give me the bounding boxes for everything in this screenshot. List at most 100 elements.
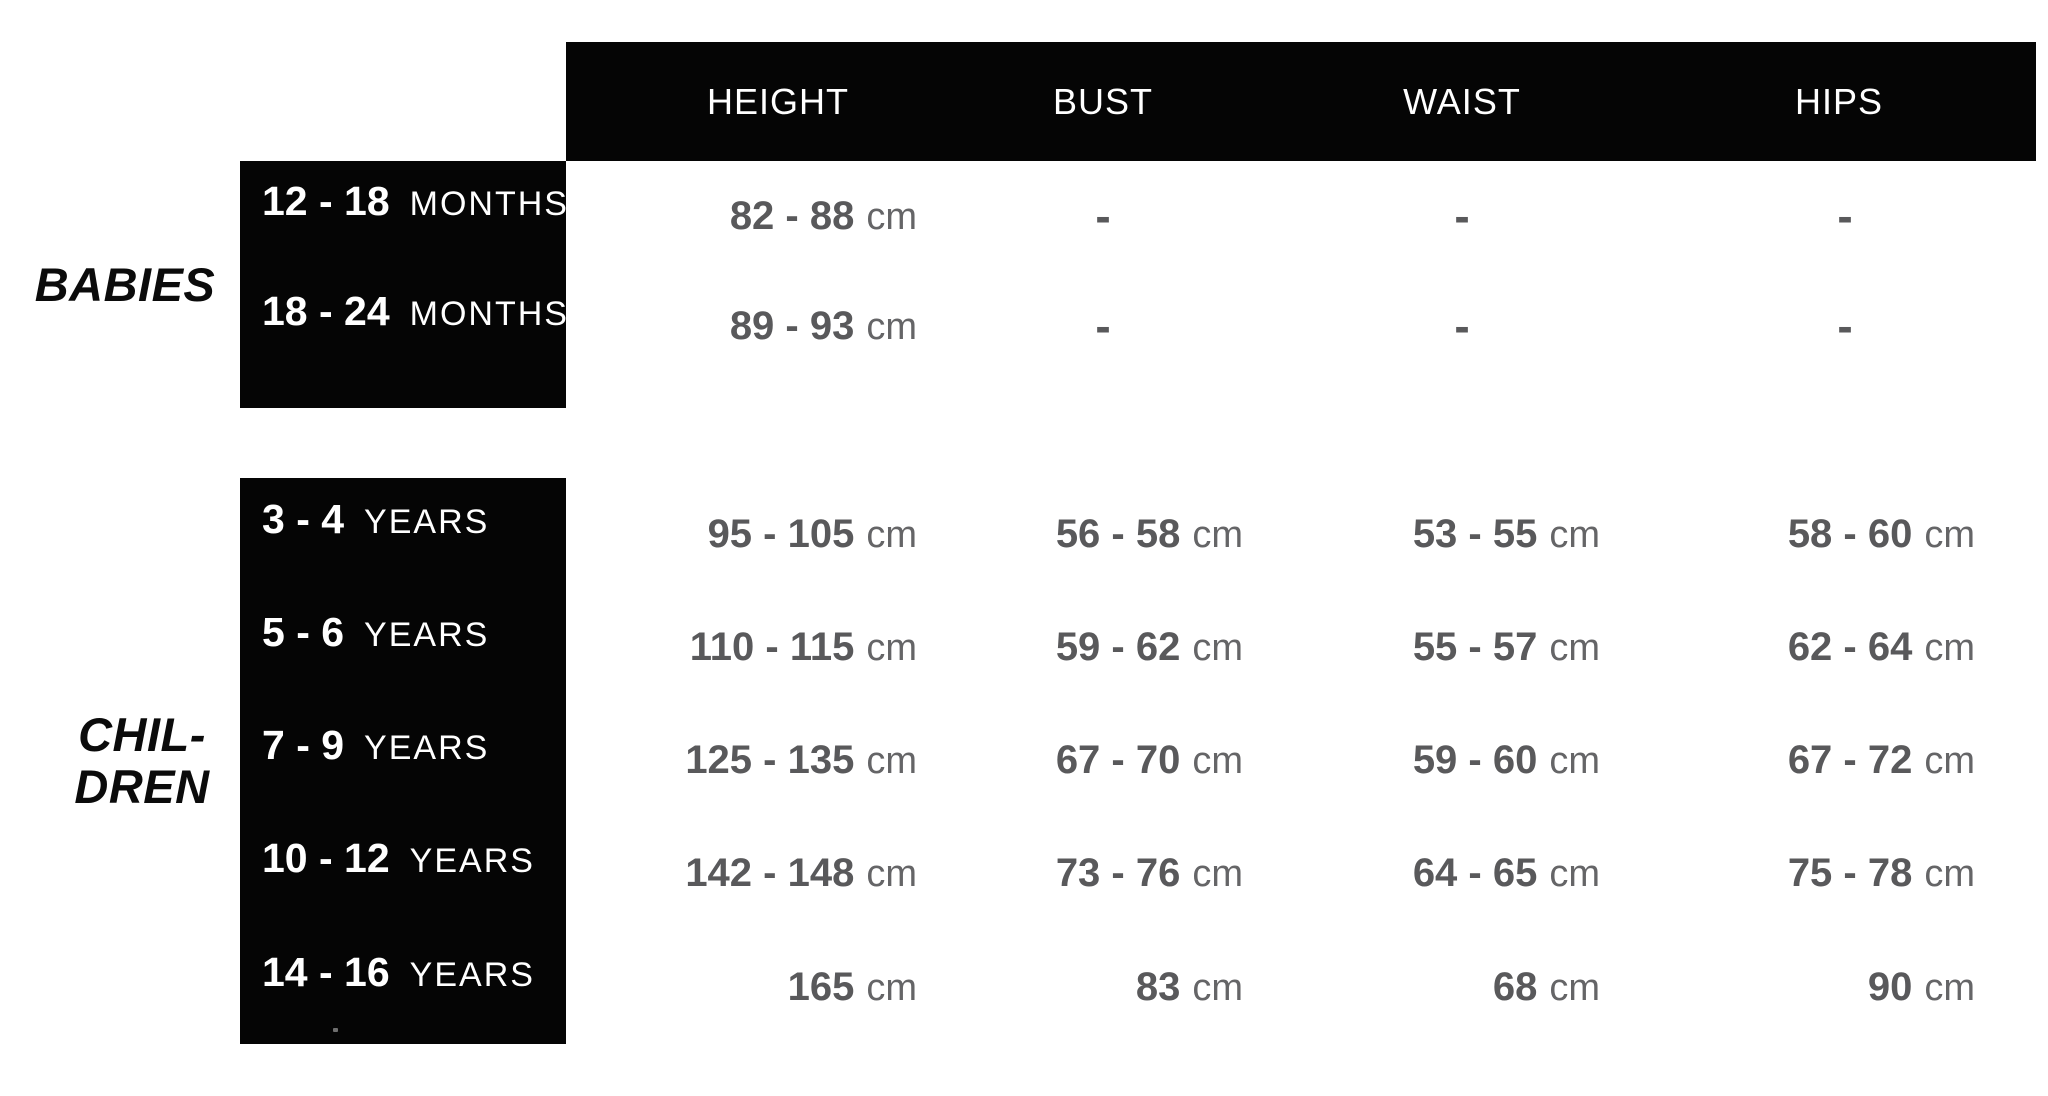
waist-unit: cm xyxy=(1549,514,1600,556)
hips-empty-dash: - xyxy=(1837,300,1853,352)
bust-cell: 59 - 62 cm xyxy=(990,591,1312,704)
waist-value: 59 - 60 xyxy=(1412,738,1538,782)
column-header-bust: BUST xyxy=(990,42,1312,161)
waist-empty-dash: - xyxy=(1454,190,1470,242)
hips-value: 75 - 78 xyxy=(1787,851,1913,895)
age-range-value: 10 - 12 xyxy=(262,835,390,881)
waist-value: 68 xyxy=(1492,964,1538,1009)
age-range-cell: 7 - 9 YEARS xyxy=(240,704,566,817)
height-cell: 110 - 115 cm xyxy=(566,591,990,704)
bust-unit: cm xyxy=(1192,740,1243,782)
column-header-height: HEIGHT xyxy=(566,42,990,161)
bust-empty-dash: - xyxy=(1095,190,1111,242)
height-value: 110 - 115 xyxy=(689,625,855,669)
waist-cell: - xyxy=(1312,161,1664,271)
age-range-label: 5 - 6 YEARS xyxy=(262,609,489,656)
age-range-value: 14 - 16 xyxy=(262,948,390,995)
age-range-value: 12 - 18 xyxy=(262,177,390,224)
height-unit: cm xyxy=(866,853,917,895)
waist-empty-dash: - xyxy=(1454,300,1470,352)
height-value: 82 - 88 xyxy=(729,193,855,238)
bust-value: 67 - 70 xyxy=(1055,738,1181,782)
height-unit: cm xyxy=(866,514,917,556)
bust-unit: cm xyxy=(1192,853,1243,895)
height-value: 165 xyxy=(787,964,855,1009)
waist-cell: 59 - 60 cm xyxy=(1312,704,1664,817)
height-value-group: 82 - 88 cm xyxy=(730,194,917,239)
hips-cell: 62 - 64 cm xyxy=(1664,591,2048,704)
bust-cell: 73 - 76 cm xyxy=(990,817,1312,930)
bust-value: 59 - 62 xyxy=(1055,625,1181,669)
babies-box-filler xyxy=(240,381,566,408)
dust-speck xyxy=(333,1028,338,1032)
bust-unit: cm xyxy=(1192,627,1243,669)
waist-cell: 55 - 57 cm xyxy=(1312,591,1664,704)
height-cell: 142 - 148 cm xyxy=(566,817,990,930)
bust-cell: - xyxy=(990,161,1312,271)
age-range-label: 7 - 9 YEARS xyxy=(262,722,489,769)
bust-cell: 67 - 70 cm xyxy=(990,704,1312,817)
column-header-hips: HIPS xyxy=(1664,42,2036,161)
bust-value: 83 xyxy=(1135,964,1181,1009)
category-label-children: CHIL- DREN xyxy=(22,478,262,1044)
hips-cell: 90 cm xyxy=(1664,930,2048,1044)
height-cell: 165 cm xyxy=(566,930,990,1044)
height-value-group: 89 - 93 cm xyxy=(730,304,917,349)
height-unit: cm xyxy=(866,740,917,782)
bust-cell: 56 - 58 cm xyxy=(990,478,1312,591)
column-header-bust-label: BUST xyxy=(1052,80,1153,122)
hips-unit: cm xyxy=(1924,740,1975,782)
age-range-cell: 3 - 4 YEARS xyxy=(240,478,566,591)
age-range-cell: 18 - 24 MONTHS xyxy=(240,271,569,381)
age-range-cell: 12 - 18 MONTHS xyxy=(240,161,569,271)
height-unit: cm xyxy=(866,966,917,1009)
age-range-unit: MONTHS xyxy=(409,184,569,223)
hips-cell: 67 - 72 cm xyxy=(1664,704,2048,817)
waist-unit: cm xyxy=(1549,853,1600,895)
hips-cell: - xyxy=(1664,271,2048,381)
age-range-unit: YEARS xyxy=(364,616,490,654)
hips-value: 67 - 72 xyxy=(1787,738,1913,782)
age-range-value: 7 - 9 xyxy=(262,722,345,768)
age-range-unit: YEARS xyxy=(409,955,535,994)
hips-value: 62 - 64 xyxy=(1787,625,1913,669)
age-range-label: 12 - 18 MONTHS xyxy=(262,178,569,225)
hips-unit: cm xyxy=(1924,514,1975,556)
column-header-hips-label: HIPS xyxy=(1794,80,1884,122)
waist-cell: 64 - 65 cm xyxy=(1312,817,1664,930)
bust-value: 56 - 58 xyxy=(1055,512,1181,556)
bust-empty-dash: - xyxy=(1095,300,1111,352)
column-header-waist: WAIST xyxy=(1312,42,1664,161)
waist-cell: 53 - 55 cm xyxy=(1312,478,1664,591)
bust-unit: cm xyxy=(1192,966,1243,1009)
age-range-label: 14 - 16 YEARS xyxy=(262,949,535,996)
age-range-cell: 10 - 12 YEARS xyxy=(240,817,566,930)
waist-unit: cm xyxy=(1549,740,1600,782)
column-header-waist-label: WAIST xyxy=(1403,80,1521,122)
column-header-height-label: HEIGHT xyxy=(706,80,849,122)
bust-cell: 83 cm xyxy=(990,930,1312,1044)
age-range-unit: MONTHS xyxy=(409,294,569,333)
hips-value: 90 xyxy=(1867,964,1913,1009)
category-label-babies: BABIES xyxy=(5,161,245,408)
waist-value: 55 - 57 xyxy=(1412,625,1538,669)
age-range-label: 10 - 12 YEARS xyxy=(262,835,535,882)
height-cell: 82 - 88 cm xyxy=(566,161,990,271)
height-cell: 95 - 105 cm xyxy=(566,478,990,591)
height-value: 142 - 148 xyxy=(685,851,855,895)
height-unit: cm xyxy=(866,195,917,238)
waist-value: 64 - 65 xyxy=(1412,851,1538,895)
age-range-label: 18 - 24 MONTHS xyxy=(262,288,569,335)
height-unit: cm xyxy=(866,305,917,348)
hips-cell: - xyxy=(1664,161,2048,271)
category-label-babies-text: BABIES xyxy=(34,257,216,311)
hips-value: 58 - 60 xyxy=(1787,512,1913,556)
height-cell: 89 - 93 cm xyxy=(566,271,990,381)
bust-cell: - xyxy=(990,271,1312,381)
waist-unit: cm xyxy=(1549,627,1600,669)
waist-value: 53 - 55 xyxy=(1412,512,1538,556)
bust-value: 73 - 76 xyxy=(1055,851,1181,895)
age-range-value: 18 - 24 xyxy=(262,287,390,334)
height-value: 125 - 135 xyxy=(685,738,855,782)
